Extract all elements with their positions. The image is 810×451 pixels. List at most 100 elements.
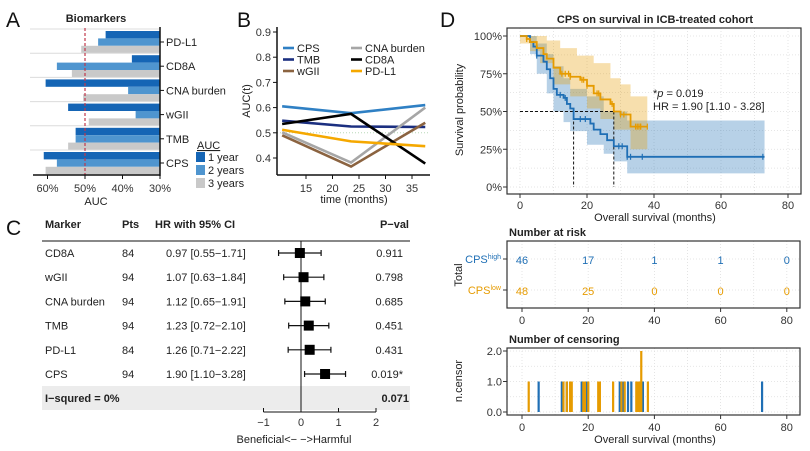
x-tick-label: 20 [326, 183, 338, 195]
x-axis-label: Overall survival (months) [594, 434, 716, 446]
cell-pts: 84 [122, 248, 134, 260]
censor-bar [580, 381, 583, 412]
censor-bar [598, 381, 601, 412]
p-prefix: * [653, 88, 658, 100]
y-tick-label: 75% [480, 69, 502, 81]
y-axis-label: n.censor [453, 360, 465, 403]
x-axis-label: Beneficial<− −>Harmful [237, 434, 352, 446]
risk-count: 1 [651, 255, 657, 267]
table-row: PD-L1 84 1.26 [0.71−2.22] 0.431 [45, 344, 403, 357]
table-row: CD8A 84 0.97 [0.55−1.71] 0.911 [45, 248, 403, 260]
x-tick-label: 40 [648, 422, 660, 434]
line-cps [282, 103, 426, 115]
cell-pts: 94 [122, 321, 134, 333]
cell-pval: 0.685 [375, 296, 403, 308]
cell-marker: CNA burden [45, 296, 105, 308]
legend-label: 3 years [208, 178, 245, 190]
risk-count: 1 [718, 255, 724, 267]
y-tick-label: 1.0 [487, 377, 502, 389]
header-pval: P−val [380, 219, 409, 231]
cell-marker: PD-L1 [45, 345, 76, 357]
risk-table-title: Number at risk [509, 227, 587, 239]
bar-cd8a-3y [71, 70, 160, 78]
censor-bar [597, 381, 600, 412]
bar-pd-l1-2y [98, 38, 160, 46]
legend-label: CD8A [365, 55, 395, 67]
category-label: PD-L1 [166, 37, 197, 49]
censor-bar [646, 381, 649, 412]
legend-label: 2 years [208, 165, 245, 177]
risk-row-label: CPShigh [465, 254, 501, 266]
risk-count: 46 [516, 255, 528, 267]
panel-d-number-of-censoring: Number of censoring 0.0 1.0 2.0 0 20 40 60 80 Ove… [453, 334, 801, 446]
y-tick-label: 0% [486, 182, 502, 194]
x-tick-label: 35 [406, 183, 418, 195]
cell-pts: 84 [122, 345, 134, 357]
summary-band [42, 386, 410, 410]
hr-point [294, 248, 305, 258]
risk-count: 17 [582, 255, 594, 267]
p-value-annotation: *p = 0.019 [653, 88, 703, 100]
cell-hr: 1.23 [0.72−2.10] [166, 321, 246, 333]
x-tick-label: 0 [298, 417, 304, 429]
y-tick-label: 0.4 [256, 153, 271, 165]
cell-marker: TMB [45, 321, 68, 333]
x-tick-label: 80 [782, 200, 794, 212]
hr-point [303, 320, 314, 331]
legend-label: PD-L1 [365, 66, 396, 78]
panel-letter-a: A [6, 9, 20, 32]
x-tick-label: 60% [36, 183, 58, 195]
hr-point [300, 296, 311, 307]
censor-bar [626, 381, 630, 412]
x-tick-label: 20 [581, 200, 593, 212]
chart-title: CPS on survival in ICB-treated cohort [557, 14, 754, 26]
censor-bar [640, 351, 643, 412]
censor-bar [620, 381, 623, 412]
x-tick-label: 60 [715, 200, 727, 212]
y-axis-label: Total [453, 263, 465, 286]
group-name: CPS [468, 285, 491, 297]
y-tick-label: 0.6 [256, 103, 271, 115]
censor-bar [527, 381, 530, 412]
censor-bar [570, 381, 573, 412]
x-tick-label: 2 [373, 417, 379, 429]
x-tick-label: 0 [517, 200, 523, 212]
risk-table-frame [506, 240, 801, 309]
cell-hr: 1.90 [1.10−3.28] [166, 369, 246, 381]
x-tick-label: 20 [582, 315, 594, 327]
line-pd-l1 [281, 128, 426, 148]
legend-label: CNA burden [365, 43, 425, 55]
bar-tmb-1y [75, 127, 160, 136]
x-tick-label: 30 [379, 183, 391, 195]
panel-letter-d: D [440, 9, 455, 32]
legend-swatch [196, 178, 205, 188]
legend-label: 1 year [208, 152, 239, 164]
bar-cps-3y [45, 166, 160, 175]
x-tick-label: 40 [648, 200, 660, 212]
legend-title: AUC [197, 140, 220, 152]
cell-pval: 0.431 [375, 345, 403, 357]
censor-bar [635, 381, 638, 412]
summary-label: I−squred = 0% [45, 393, 120, 405]
legend-label: CPS [297, 43, 320, 55]
cell-hr: 1.07 [0.63−1.84] [166, 272, 246, 284]
censor-bar [565, 381, 568, 412]
censor-bar [623, 381, 626, 412]
censor-bar [630, 381, 633, 412]
censor-bar [568, 381, 572, 412]
bar-wgii-2y [135, 111, 160, 119]
risk-count: 0 [718, 286, 724, 298]
censor-bar [582, 381, 585, 412]
risk-count: 0 [651, 286, 657, 298]
hr-point [320, 369, 331, 379]
risk-count: 25 [582, 286, 594, 298]
censor-bar [638, 381, 641, 412]
censor-bar [618, 381, 621, 412]
hr-point [298, 272, 309, 283]
risk-count: 0 [784, 255, 790, 267]
cell-marker: CPS [45, 369, 68, 381]
bar-cna-burden-3y [83, 94, 160, 102]
table-row: TMB 94 1.23 [0.72−2.10] 0.451 [45, 320, 403, 333]
cell-hr: 1.26 [0.71−2.22] [166, 345, 246, 357]
panel-c-forest-plot: Marker Pts HR with 95% CI P−val CD8A 84 0.97 [… [42, 219, 410, 446]
